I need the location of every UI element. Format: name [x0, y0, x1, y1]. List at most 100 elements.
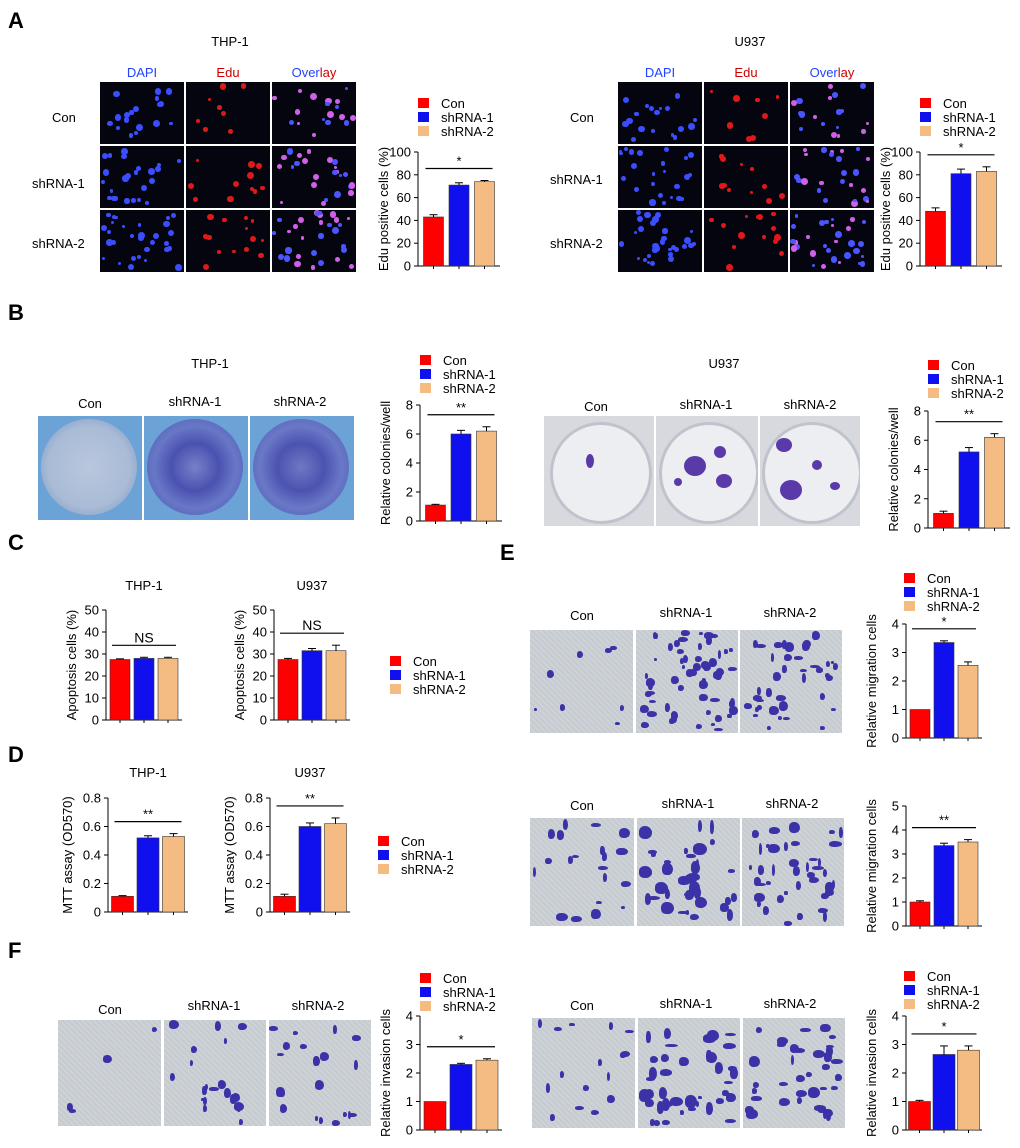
cell-nucleus	[790, 99, 798, 107]
migrated-cell	[832, 662, 838, 670]
migrated-cell	[793, 865, 801, 876]
cell-nucleus	[232, 249, 236, 254]
migrated-cell	[682, 654, 689, 664]
cell-nucleus	[664, 147, 670, 153]
migrated-cell	[829, 1034, 837, 1039]
cell-nucleus	[202, 263, 210, 271]
migrated-cell	[668, 717, 676, 725]
migrated-cell	[728, 667, 737, 671]
cell-nucleus	[107, 153, 113, 158]
bar-shrna-2	[984, 437, 1005, 529]
migrated-cell	[788, 822, 800, 834]
cell-nucleus	[348, 182, 355, 189]
cell-nucleus	[333, 217, 340, 224]
col-label-shrna-1: shRNA-1	[187, 998, 241, 1013]
cell-nucleus	[662, 228, 668, 234]
legend-c: Con shRNA-1 shRNA-2	[390, 654, 466, 697]
y-axis-label: Apoptosis cells (%)	[64, 610, 79, 721]
legend-label-con: Con	[943, 95, 967, 111]
y-tick-label: 1	[892, 895, 899, 910]
chart-title: U937	[294, 765, 325, 780]
migrated-cell	[602, 873, 608, 883]
col-label-shrna-1: shRNA-1	[661, 796, 715, 811]
cell-nucleus	[637, 216, 643, 222]
colony-dish-shrna-2-thp1	[250, 416, 354, 520]
migrated-cell	[703, 1034, 716, 1043]
cell-nucleus	[208, 97, 212, 101]
cell-nucleus	[657, 193, 663, 199]
cell-nucleus	[340, 246, 348, 253]
y-tick-label: 4	[914, 462, 921, 477]
cell-nucleus	[637, 149, 644, 156]
migrated-cell	[817, 858, 822, 868]
micrograph-dapi-1	[100, 82, 184, 144]
migrated-cell	[725, 897, 731, 906]
y-tick-label: 80	[397, 167, 411, 182]
significance-label: **	[964, 407, 974, 422]
cell-nucleus	[762, 234, 767, 239]
bar-shrna-2	[324, 823, 347, 913]
y-tick-label: 2	[892, 674, 899, 689]
migrated-cell	[641, 722, 649, 728]
y-tick-label: 4	[892, 1009, 899, 1024]
cell-nucleus	[638, 226, 645, 233]
cell-nucleus	[117, 261, 121, 265]
migrated-cell	[791, 841, 800, 847]
legend-f-right: Con shRNA-1 shRNA-2	[904, 969, 980, 1012]
cell-nucleus	[300, 236, 305, 240]
migrated-cell	[556, 830, 565, 840]
cell-nucleus	[750, 134, 757, 141]
cell-nucleus	[688, 123, 695, 130]
cell-nucleus	[339, 114, 345, 120]
migrated-cell	[313, 1055, 320, 1066]
migrated-cell	[725, 1092, 736, 1102]
cell-nucleus	[682, 244, 688, 250]
bar-shrna-1	[133, 658, 155, 721]
cell-nucleus	[111, 240, 117, 246]
migrated-cell	[825, 661, 831, 668]
migrated-cell	[728, 705, 738, 716]
migrated-cell	[645, 1099, 654, 1108]
migrated-cell	[820, 1023, 831, 1032]
cell-nucleus	[803, 152, 808, 157]
cell-nucleus	[822, 197, 829, 204]
migrated-cell	[607, 1072, 611, 1082]
cell-nucleus	[636, 256, 641, 261]
y-tick-label: 3	[892, 1037, 899, 1052]
migrated-cell	[756, 699, 765, 703]
y-tick-label: 20	[397, 236, 411, 251]
cell-nucleus	[683, 156, 689, 161]
migrated-cell	[709, 839, 715, 846]
migrated-cell	[765, 843, 771, 849]
y-tick-label: 1	[892, 702, 899, 717]
migrated-cell	[553, 1027, 562, 1032]
cell-nucleus	[107, 230, 112, 235]
migrated-cell	[828, 830, 835, 835]
panel-letter-d: D	[8, 742, 24, 767]
cell-nucleus	[765, 197, 773, 205]
migrated-cell	[823, 911, 828, 923]
cell-nucleus	[154, 88, 161, 95]
migrated-cell	[748, 865, 753, 871]
migrated-cell	[202, 1097, 207, 1105]
cell-nucleus	[260, 238, 264, 242]
cell-nucleus	[124, 112, 131, 119]
cell-nucleus	[857, 261, 862, 266]
migrated-cell	[796, 1090, 808, 1097]
cell-nucleus	[129, 110, 134, 115]
migrated-cell	[825, 674, 833, 681]
cell-nucleus	[658, 106, 663, 110]
migrated-cell	[559, 704, 566, 711]
cell-nucleus	[795, 97, 803, 105]
transwell-e1-con	[530, 630, 633, 733]
cell-nucleus	[861, 254, 865, 259]
y-tick-label: 0	[94, 905, 101, 920]
migrated-cell	[723, 1042, 737, 1049]
migrated-cell	[223, 1038, 228, 1044]
migrated-cell	[745, 703, 752, 709]
migrated-cell	[647, 711, 657, 717]
migrated-cell	[746, 1108, 759, 1119]
y-axis-label: Relative invasion cells	[864, 1009, 879, 1137]
migrated-cell	[768, 843, 781, 854]
legend-label-shrna-1: shRNA-1	[927, 982, 980, 998]
